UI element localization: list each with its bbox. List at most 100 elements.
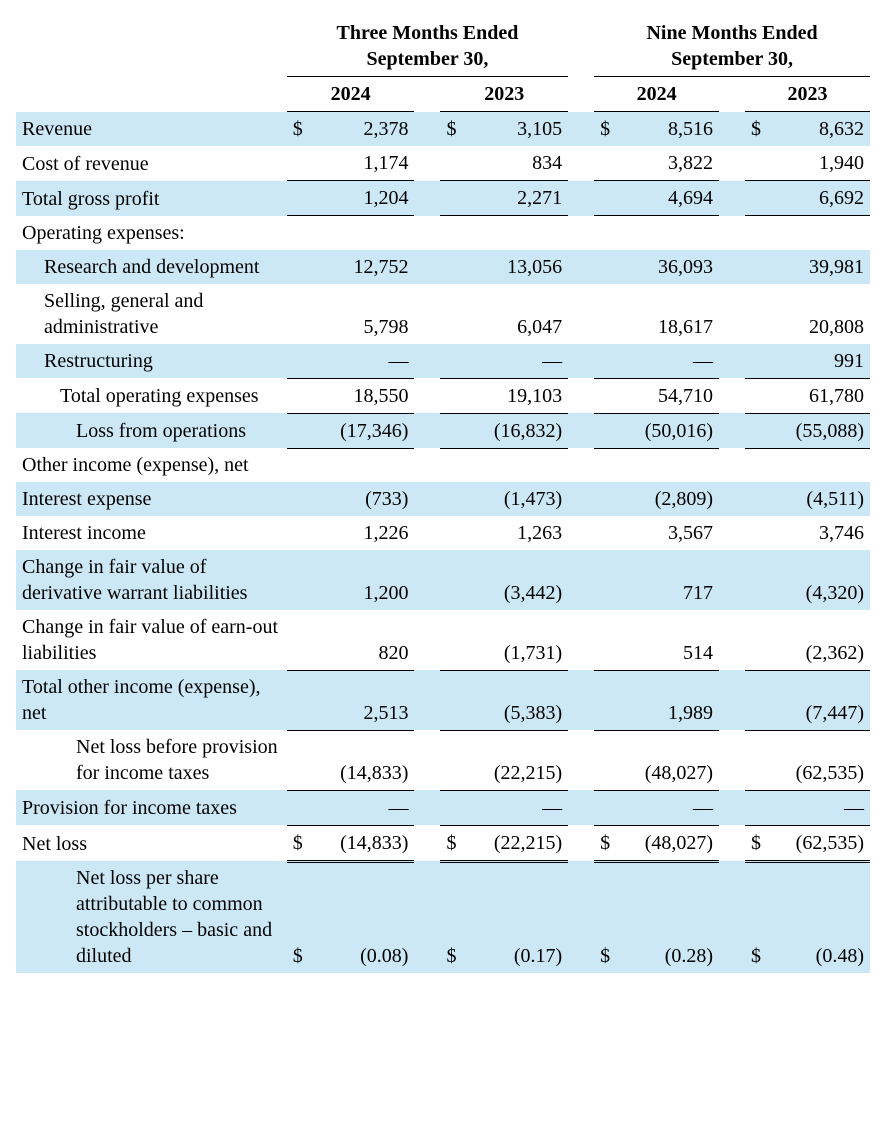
cell-value: — xyxy=(313,344,415,379)
currency-symbol: $ xyxy=(440,825,466,861)
cell-value: (16,832) xyxy=(466,413,568,448)
cell-value: 3,105 xyxy=(466,112,568,147)
cell-value: (1,731) xyxy=(466,610,568,670)
currency-symbol xyxy=(287,344,313,379)
currency-symbol xyxy=(594,146,620,181)
currency-symbol xyxy=(745,284,771,344)
currency-symbol xyxy=(440,378,466,413)
currency-symbol xyxy=(745,516,771,550)
cell-value: 2,378 xyxy=(313,112,415,147)
currency-symbol xyxy=(745,482,771,516)
cell-value: (50,016) xyxy=(620,413,719,448)
row-label: Provision for income taxes xyxy=(16,790,287,825)
col-2024-b: 2024 xyxy=(594,77,719,112)
cell-value: (22,215) xyxy=(466,730,568,790)
row-label: Net loss xyxy=(16,825,287,861)
currency-symbol: $ xyxy=(745,112,771,147)
cell-value: (22,215) xyxy=(466,825,568,861)
cell-value: (14,833) xyxy=(313,825,415,861)
cell-value: (62,535) xyxy=(771,730,870,790)
header-group-three-months: Three Months Ended September 30, xyxy=(287,16,568,77)
cell-value: 6,692 xyxy=(771,181,870,216)
cell-value: 834 xyxy=(466,146,568,181)
cell-value: (17,346) xyxy=(313,413,415,448)
currency-symbol xyxy=(745,550,771,610)
table-row: Net loss before provision for income tax… xyxy=(16,730,870,790)
row-label: Net loss per share attributable to commo… xyxy=(16,861,287,973)
cell-value: (4,511) xyxy=(771,482,870,516)
currency-symbol xyxy=(745,378,771,413)
currency-symbol xyxy=(440,216,466,250)
cell-value: 19,103 xyxy=(466,378,568,413)
currency-symbol xyxy=(594,413,620,448)
cell-value: 4,694 xyxy=(620,181,719,216)
currency-symbol xyxy=(287,448,313,482)
cell-value xyxy=(620,216,719,250)
currency-symbol xyxy=(287,516,313,550)
table-row: Cost of revenue1,1748343,8221,940 xyxy=(16,146,870,181)
currency-symbol xyxy=(440,670,466,730)
currency-symbol xyxy=(440,413,466,448)
cell-value: (4,320) xyxy=(771,550,870,610)
row-label: Change in fair value of derivative warra… xyxy=(16,550,287,610)
currency-symbol: $ xyxy=(287,112,313,147)
currency-symbol xyxy=(745,146,771,181)
cell-value xyxy=(313,448,415,482)
cell-value: 2,271 xyxy=(466,181,568,216)
header-group-nine-months: Nine Months Ended September 30, xyxy=(594,16,870,77)
currency-symbol xyxy=(287,413,313,448)
currency-symbol xyxy=(287,284,313,344)
row-label: Selling, general and administrative xyxy=(16,284,287,344)
currency-symbol xyxy=(745,181,771,216)
cell-value: 991 xyxy=(771,344,870,379)
currency-symbol xyxy=(594,516,620,550)
row-label: Total gross profit xyxy=(16,181,287,216)
cell-value: 61,780 xyxy=(771,378,870,413)
table-row: Change in fair value of derivative warra… xyxy=(16,550,870,610)
table-row: Loss from operations (17,346) (16,832) (50,… xyxy=(16,413,870,448)
cell-value: (0.08) xyxy=(313,861,415,973)
table-row: Restructuring———991 xyxy=(16,344,870,379)
cell-value xyxy=(313,216,415,250)
col-2024-a: 2024 xyxy=(287,77,415,112)
cell-value: (55,088) xyxy=(771,413,870,448)
currency-symbol xyxy=(287,670,313,730)
currency-symbol xyxy=(745,216,771,250)
cell-value: (0.28) xyxy=(620,861,719,973)
table-row: Net loss$(14,833)$(22,215)$(48,027)$(62,… xyxy=(16,825,870,861)
row-label: Change in fair value of earn-out liabili… xyxy=(16,610,287,670)
row-label: Operating expenses: xyxy=(16,216,287,250)
currency-symbol xyxy=(440,790,466,825)
cell-value: 1,226 xyxy=(313,516,415,550)
currency-symbol: $ xyxy=(594,861,620,973)
cell-value: (2,809) xyxy=(620,482,719,516)
income-statement-table: Three Months Ended September 30, Nine Mo… xyxy=(16,16,870,973)
cell-value: (62,535) xyxy=(771,825,870,861)
cell-value: — xyxy=(620,344,719,379)
currency-symbol xyxy=(745,790,771,825)
currency-symbol xyxy=(440,146,466,181)
cell-value xyxy=(620,448,719,482)
currency-symbol xyxy=(440,448,466,482)
currency-symbol xyxy=(287,181,313,216)
currency-symbol xyxy=(594,378,620,413)
currency-symbol xyxy=(287,216,313,250)
currency-symbol xyxy=(594,284,620,344)
row-label: Loss from operations xyxy=(16,413,287,448)
currency-symbol: $ xyxy=(745,825,771,861)
row-label: Net loss before provision for income tax… xyxy=(16,730,287,790)
currency-symbol xyxy=(440,550,466,610)
cell-value: — xyxy=(620,790,719,825)
currency-symbol xyxy=(594,730,620,790)
currency-symbol xyxy=(594,448,620,482)
currency-symbol xyxy=(594,610,620,670)
table-row: Net loss per share attributable to commo… xyxy=(16,861,870,973)
cell-value: (7,447) xyxy=(771,670,870,730)
currency-symbol xyxy=(745,448,771,482)
currency-symbol xyxy=(287,610,313,670)
cell-value: 1,940 xyxy=(771,146,870,181)
currency-symbol: $ xyxy=(440,861,466,973)
currency-symbol: $ xyxy=(440,112,466,147)
currency-symbol xyxy=(440,482,466,516)
col-2023-a: 2023 xyxy=(440,77,568,112)
